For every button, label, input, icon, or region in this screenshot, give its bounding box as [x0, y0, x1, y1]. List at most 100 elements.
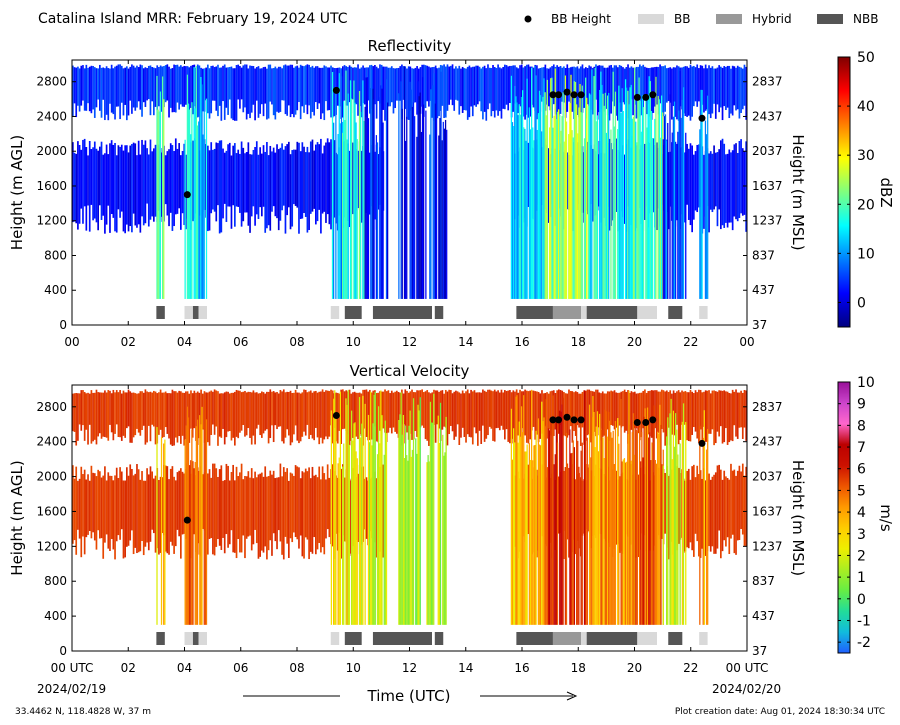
- middle-layer-column: [139, 479, 142, 552]
- upper-layer-column: [706, 390, 709, 442]
- middle-layer-column: [137, 469, 140, 553]
- middle-layer-column: [110, 140, 113, 215]
- precip-shaft-column: [543, 78, 545, 299]
- upper-layer-column: [657, 391, 660, 433]
- precip-shaft-column: [549, 127, 551, 299]
- precip-shaft-column: [348, 444, 351, 625]
- upper-layer-column: [473, 66, 476, 106]
- bb-type-segment: [516, 306, 553, 319]
- precip-shaft-column: [346, 139, 348, 299]
- upper-layer-column: [137, 393, 140, 433]
- bb-type-segment: [156, 632, 165, 645]
- upper-layer-column: [738, 66, 741, 119]
- upper-layer-column: [328, 67, 331, 111]
- precip-shaft-column: [651, 442, 653, 625]
- colorbar-tick-label: 0: [857, 295, 866, 311]
- precip-shaft-column: [538, 444, 541, 625]
- upper-layer-column: [281, 391, 283, 442]
- precip-shaft-column: [375, 135, 378, 299]
- upper-layer-column: [72, 393, 74, 432]
- precip-shaft-column: [427, 455, 429, 625]
- upper-layer-column: [306, 64, 309, 115]
- middle-layer-column: [210, 477, 213, 539]
- upper-layer-column: [585, 390, 587, 441]
- bb-height-point: [555, 416, 563, 424]
- precip-shaft-column: [410, 89, 412, 299]
- middle-layer-column: [286, 144, 288, 216]
- upper-layer-column: [406, 68, 408, 120]
- upper-layer-column: [456, 391, 459, 425]
- upper-layer-column: [78, 68, 81, 112]
- middle-layer-column: [104, 466, 106, 543]
- upper-layer-column: [698, 68, 700, 102]
- upper-layer-column: [396, 390, 398, 434]
- upper-layer-column: [622, 391, 624, 427]
- precip-shaft-column: [571, 452, 573, 625]
- middle-layer-column: [282, 467, 285, 560]
- upper-layer-column: [569, 390, 572, 427]
- precip-shaft-column: [163, 443, 165, 625]
- x-tick-label: 04: [177, 335, 192, 349]
- middle-layer-column: [88, 480, 91, 532]
- precip-shaft-column: [520, 406, 523, 625]
- precip-shaft-column: [677, 131, 679, 299]
- upper-layer-column: [174, 64, 177, 113]
- precip-shaft-column: [663, 116, 666, 299]
- upper-layer-column: [731, 389, 734, 442]
- precip-shaft-column: [655, 463, 658, 625]
- middle-layer-column: [284, 471, 287, 537]
- precip-shaft-column: [352, 440, 354, 625]
- upper-layer-column: [512, 390, 515, 444]
- middle-layer-column: [298, 467, 300, 549]
- precip-shaft-column: [707, 95, 709, 299]
- upper-layer-column: [642, 390, 645, 429]
- bb-type-segment: [637, 632, 657, 645]
- upper-layer-column: [384, 389, 386, 433]
- precip-shaft-column: [429, 134, 431, 299]
- x-tick-label: 14: [458, 335, 473, 349]
- end-date: 2024/02/20: [712, 682, 781, 696]
- precip-shaft-column: [516, 102, 518, 299]
- precip-shaft-column: [624, 462, 627, 625]
- precip-shaft-column: [400, 81, 402, 299]
- upper-layer-column: [331, 390, 334, 444]
- upper-layer-column: [483, 65, 486, 112]
- middle-layer-column: [740, 471, 742, 529]
- y-tick-label: 0: [59, 318, 67, 332]
- upper-layer-column: [581, 391, 584, 428]
- precip-shaft-column: [443, 128, 446, 299]
- precip-shaft-column: [608, 92, 610, 299]
- upper-layer-column: [85, 64, 88, 111]
- precip-shaft-column: [361, 423, 363, 625]
- upper-layer-column: [694, 67, 697, 102]
- precip-shaft-column: [344, 120, 346, 299]
- upper-layer-column: [498, 67, 501, 112]
- upper-layer-column: [193, 390, 196, 429]
- upper-layer-column: [465, 391, 467, 443]
- middle-layer-column: [153, 478, 155, 534]
- upper-layer-column: [711, 66, 714, 114]
- middle-layer-column: [173, 151, 175, 227]
- upper-layer-column: [637, 393, 639, 434]
- bb-height-point: [332, 412, 340, 420]
- precip-shaft-column: [542, 96, 544, 299]
- middle-layer-column: [212, 149, 214, 210]
- bb-height-point: [549, 91, 557, 99]
- precip-shaft-column: [437, 415, 439, 625]
- upper-layer-column: [390, 66, 393, 103]
- precip-shaft-column: [640, 461, 642, 625]
- upper-layer-column: [222, 65, 224, 102]
- upper-layer-column: [252, 66, 255, 105]
- upper-layer-column: [217, 391, 219, 446]
- precip-shaft-column: [535, 430, 537, 625]
- upper-layer-column: [73, 393, 76, 432]
- x-axis-label: Time (UTC): [367, 687, 451, 705]
- precip-shaft-column: [545, 399, 547, 625]
- middle-layer-column: [296, 466, 299, 540]
- precip-shaft-column: [573, 447, 576, 625]
- precip-shaft-column: [356, 458, 358, 625]
- precip-shaft-column: [444, 119, 447, 299]
- upper-layer-column: [217, 64, 219, 117]
- station-location: 33.4462 N, 118.4828 W, 37 m: [15, 707, 151, 717]
- upper-layer-column: [127, 68, 130, 116]
